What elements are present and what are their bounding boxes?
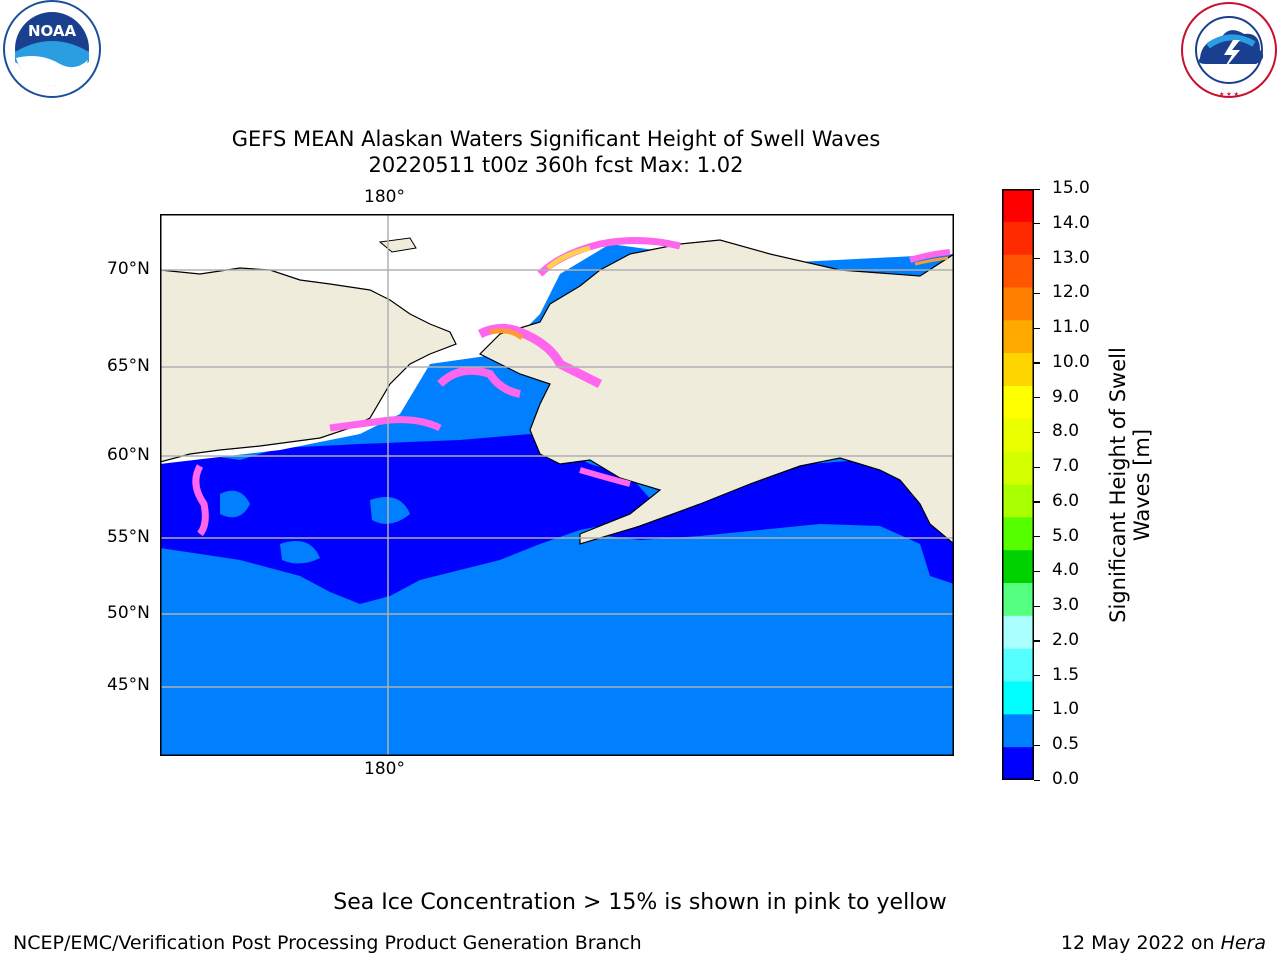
lat-label-45: 45°N: [107, 675, 150, 695]
nws-logo: ★ ★ ★: [1181, 2, 1277, 98]
graticule: [160, 214, 954, 756]
svg-text:★ ★ ★: ★ ★ ★: [1219, 91, 1239, 98]
colorbar-tick-mark: [1034, 709, 1040, 712]
colorbar-segment: [1002, 714, 1034, 748]
colorbar-tick-label: 15.0: [1052, 178, 1090, 198]
noaa-logo-text: NOAA: [28, 22, 77, 40]
colorbar-tick-mark: [1034, 362, 1040, 364]
colorbar-tick-label: 12.0: [1052, 282, 1090, 303]
footer-left: NCEP/EMC/Verification Post Processing Pr…: [13, 932, 642, 954]
lat-label-70: 70°N: [107, 259, 150, 279]
bering-sea-low-swell: [160, 434, 660, 604]
colorbar-segment: [1002, 747, 1034, 780]
chart-subtitle: 20220511 t00z 360h fcst Max: 1.02: [368, 153, 744, 177]
colorbar-tick-label: 6.0: [1052, 490, 1080, 511]
ocean-mid-patch: [280, 541, 320, 564]
colorbar-segment: [1002, 484, 1034, 518]
colorbar-tick-label: 14.0: [1052, 212, 1090, 233]
colorbar-tick-mark: [1034, 779, 1040, 781]
lon-label-bottom: 180°: [364, 759, 405, 779]
sea-ice-edge: [192, 464, 209, 537]
colorbar-segment: [1002, 648, 1034, 682]
colorbar-tick-mark: [1034, 570, 1040, 573]
colorbar-segment: [1002, 353, 1034, 387]
colorbar-tick-label: 7.0: [1052, 456, 1080, 477]
sea-ice-edge: [579, 467, 631, 487]
colorbar-segment: [1002, 681, 1034, 715]
sea-ice-edge: [914, 256, 949, 266]
sea-ice-edge: [546, 245, 591, 270]
colorbar-label: Significant Height of Swell Waves [m]: [1106, 325, 1154, 645]
land-russia: [160, 267, 457, 463]
colorbar-tick-mark: [1034, 640, 1040, 642]
map: [160, 214, 954, 756]
noaa-logo: NOAA: [3, 0, 101, 98]
colorbar-tick-mark: [1034, 536, 1040, 538]
colorbar-segment: [1002, 550, 1034, 584]
colorbar-tick-mark: [1034, 327, 1040, 329]
sea-ice-edge: [329, 416, 442, 432]
footer-right: 12 May 2022 on Hera: [1061, 932, 1266, 954]
colorbar-segment: [1002, 451, 1034, 485]
colorbar-tick-label: 2.0: [1052, 629, 1080, 650]
ocean-mid-patch: [370, 497, 410, 524]
gulf-low-swell-band: [590, 460, 954, 584]
sea-ice-edge: [437, 366, 521, 398]
colorbar-segment: [1002, 189, 1034, 223]
colorbar-segment: [1002, 221, 1034, 256]
colorbar-tick-label: 0.5: [1052, 734, 1080, 755]
colorbar-segment: [1002, 418, 1034, 453]
colorbar-tick-mark: [1034, 188, 1040, 190]
lat-label-50: 50°N: [107, 603, 150, 623]
lat-label-65: 65°N: [107, 356, 150, 376]
chart-title: GEFS MEAN Alaskan Waters Significant Hei…: [231, 127, 881, 151]
colorbar-segment: [1002, 287, 1034, 321]
colorbar-tick-mark: [1034, 258, 1040, 260]
colorbar-tick-mark: [1034, 223, 1040, 225]
colorbar-tick-label: 1.5: [1052, 664, 1080, 685]
colorbar-tick-label: 3.0: [1052, 595, 1080, 616]
colorbar-segment: [1002, 386, 1034, 420]
lat-label-60: 60°N: [107, 445, 150, 465]
colorbar-tick-mark: [1034, 744, 1040, 746]
sea-ice-edge: [909, 249, 951, 263]
colorbar-tick-label: 0.0: [1052, 769, 1080, 789]
colorbar-tick-mark: [1034, 292, 1040, 294]
colorbar-tick-mark: [1034, 675, 1040, 677]
ocean-mid-patch: [220, 490, 250, 518]
colorbar-tick-label: 10.0: [1052, 351, 1090, 372]
land-alaska: [478, 239, 954, 545]
sea-ice-edge: [489, 328, 524, 340]
colorbar-segment: [1002, 583, 1034, 617]
footer-date: 12 May 2022 on: [1060, 932, 1221, 954]
sea-ice-note: Sea Ice Concentration > 15% is shown in …: [333, 890, 947, 915]
colorbar-tick-mark: [1034, 501, 1040, 503]
colorbar-tick-label: 11.0: [1052, 317, 1090, 338]
colorbar-segment: [1002, 320, 1034, 354]
colorbar-tick-label: 9.0: [1052, 386, 1080, 407]
colorbar-tick-label: 5.0: [1052, 525, 1080, 546]
colorbar-tick-mark: [1034, 466, 1040, 468]
lon-label-top: 180°: [364, 187, 405, 207]
colorbar-tick-mark: [1034, 431, 1040, 434]
colorbar-tick-label: 4.0: [1052, 560, 1080, 581]
colorbar-label-text: Significant Height of Swell Waves [m]: [1106, 347, 1154, 623]
colorbar-segment: [1002, 517, 1034, 551]
colorbar-tick-label: 1.0: [1052, 699, 1080, 720]
colorbar-tick-label: 8.0: [1052, 421, 1080, 442]
colorbar-segment: [1002, 615, 1034, 650]
colorbar-tick-mark: [1034, 605, 1040, 607]
colorbar: [1002, 189, 1034, 780]
colorbar-segment: [1002, 254, 1034, 288]
footer-machine: Hera: [1220, 932, 1266, 954]
colorbar-tick-mark: [1034, 397, 1040, 399]
colorbar-tick-label: 13.0: [1052, 247, 1090, 268]
lat-label-55: 55°N: [107, 527, 150, 547]
